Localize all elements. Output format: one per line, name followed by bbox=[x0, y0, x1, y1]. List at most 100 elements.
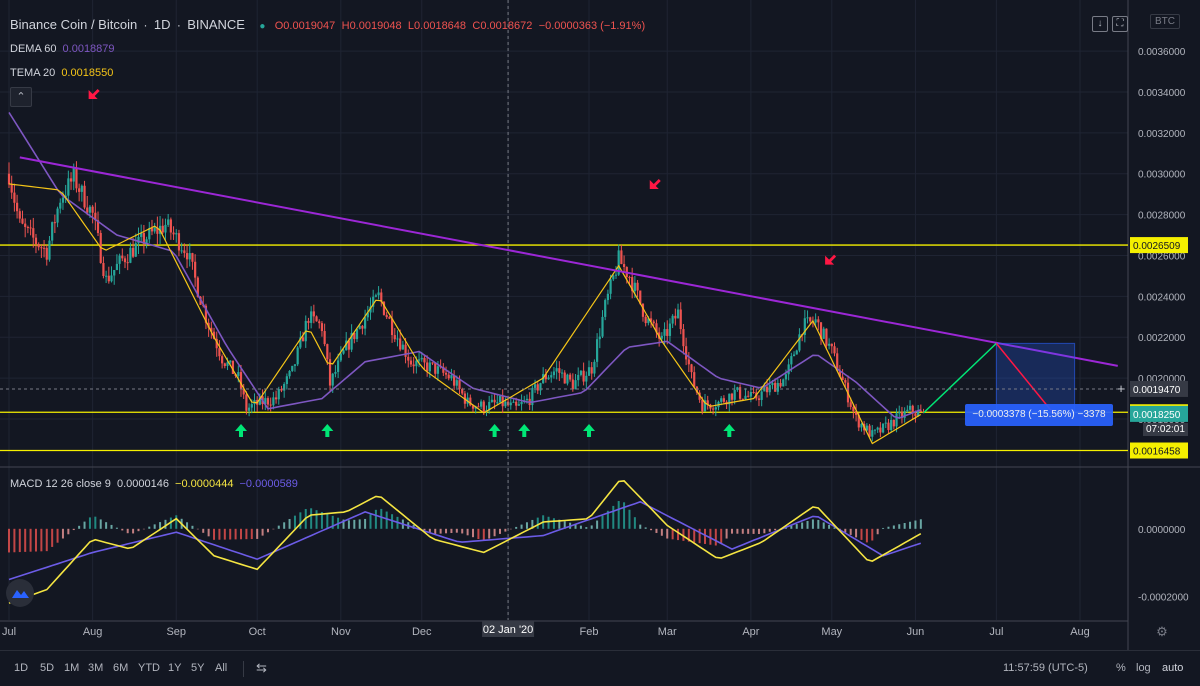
candle-body[interactable] bbox=[148, 228, 151, 240]
candle-body[interactable] bbox=[555, 368, 558, 372]
candle-body[interactable] bbox=[266, 398, 270, 405]
candle-body[interactable] bbox=[690, 364, 693, 373]
candle-body[interactable] bbox=[105, 275, 108, 277]
candle-body[interactable] bbox=[636, 282, 639, 291]
candle-body[interactable] bbox=[423, 357, 426, 363]
projection-up-arrow[interactable] bbox=[923, 342, 997, 414]
candle-body[interactable] bbox=[113, 269, 116, 276]
candle-body[interactable] bbox=[366, 312, 369, 318]
candle-body[interactable] bbox=[274, 397, 278, 400]
candle-body[interactable] bbox=[566, 374, 569, 384]
candle-body[interactable] bbox=[401, 344, 404, 350]
candle-body[interactable] bbox=[80, 185, 83, 192]
candle-body[interactable] bbox=[795, 350, 798, 355]
candle-body[interactable] bbox=[461, 388, 464, 394]
candle-body[interactable] bbox=[69, 178, 73, 182]
candle-body[interactable] bbox=[674, 315, 677, 319]
candle-body[interactable] bbox=[550, 375, 553, 378]
candle-body[interactable] bbox=[285, 376, 288, 385]
candle-body[interactable] bbox=[339, 353, 342, 361]
fullscreen-button[interactable]: ⛶ bbox=[1112, 16, 1128, 32]
candle-body[interactable] bbox=[61, 197, 65, 203]
candle-body[interactable] bbox=[714, 407, 717, 410]
candle-body[interactable] bbox=[377, 292, 380, 296]
candle-body[interactable] bbox=[639, 290, 642, 304]
candle-body[interactable] bbox=[574, 380, 577, 390]
candle-body[interactable] bbox=[404, 344, 407, 357]
candle-body[interactable] bbox=[15, 202, 19, 212]
candle-body[interactable] bbox=[331, 373, 334, 386]
candle-body[interactable] bbox=[496, 402, 499, 404]
candle-body[interactable] bbox=[539, 383, 542, 391]
candle-body[interactable] bbox=[469, 397, 472, 406]
candle-body[interactable] bbox=[744, 395, 747, 400]
currency-badge[interactable]: BTC bbox=[1150, 14, 1180, 29]
candle-body[interactable] bbox=[536, 384, 539, 391]
candle-body[interactable] bbox=[784, 374, 788, 380]
percent-scale-toggle[interactable]: % bbox=[1116, 662, 1126, 674]
candle-body[interactable] bbox=[765, 386, 769, 393]
candle-body[interactable] bbox=[86, 207, 89, 213]
candle-body[interactable] bbox=[447, 374, 450, 379]
candle-body[interactable] bbox=[649, 318, 653, 322]
candle-body[interactable] bbox=[250, 404, 253, 408]
candle-body[interactable] bbox=[188, 253, 191, 260]
candle-body[interactable] bbox=[849, 402, 852, 407]
candle-body[interactable] bbox=[736, 387, 739, 390]
candle-body[interactable] bbox=[728, 393, 731, 405]
candle-body[interactable] bbox=[129, 247, 132, 263]
candle-body[interactable] bbox=[898, 412, 901, 414]
candle-body[interactable] bbox=[914, 413, 917, 417]
candle-body[interactable] bbox=[903, 411, 906, 418]
candle-body[interactable] bbox=[865, 425, 868, 431]
candle-body[interactable] bbox=[137, 236, 140, 244]
candle-body[interactable] bbox=[547, 377, 550, 380]
candle-body[interactable] bbox=[585, 375, 588, 382]
candle-body[interactable] bbox=[614, 274, 618, 276]
candle-body[interactable] bbox=[738, 387, 742, 399]
candle-body[interactable] bbox=[806, 317, 809, 319]
candle-body[interactable] bbox=[150, 228, 154, 232]
candle-body[interactable] bbox=[609, 279, 612, 294]
candle-body[interactable] bbox=[900, 412, 904, 418]
candle-body[interactable] bbox=[296, 347, 299, 365]
timeframe-1y[interactable]: 1Y bbox=[168, 662, 182, 674]
candle-body[interactable] bbox=[42, 247, 46, 249]
candle-body[interactable] bbox=[852, 406, 855, 412]
candle-body[interactable] bbox=[676, 309, 680, 319]
candle-body[interactable] bbox=[399, 338, 402, 350]
candle-body[interactable] bbox=[671, 315, 674, 324]
candle-body[interactable] bbox=[318, 321, 321, 324]
candle-body[interactable] bbox=[504, 401, 507, 407]
candle-body[interactable] bbox=[633, 282, 636, 292]
candle-body[interactable] bbox=[123, 258, 127, 263]
candle-body[interactable] bbox=[887, 422, 890, 431]
candle-body[interactable] bbox=[156, 227, 159, 234]
candle-body[interactable] bbox=[431, 362, 434, 364]
candle-body[interactable] bbox=[569, 374, 572, 380]
candle-body[interactable] bbox=[380, 292, 383, 302]
candle-body[interactable] bbox=[24, 223, 27, 227]
timeframe-1d[interactable]: 1D bbox=[14, 662, 29, 674]
go-to-date-icon[interactable]: ⇆ bbox=[256, 660, 267, 675]
candle-body[interactable] bbox=[131, 247, 135, 257]
collapse-legend-button[interactable]: ⌃ bbox=[10, 87, 32, 107]
candle-body[interactable] bbox=[126, 262, 129, 264]
candle-body[interactable] bbox=[334, 371, 337, 374]
candle-body[interactable] bbox=[34, 237, 38, 245]
candle-body[interactable] bbox=[83, 185, 86, 208]
candle-body[interactable] bbox=[288, 370, 291, 377]
candle-body[interactable] bbox=[488, 401, 491, 411]
candle-body[interactable] bbox=[277, 388, 280, 400]
candle-body[interactable] bbox=[660, 335, 663, 339]
candle-body[interactable] bbox=[779, 383, 782, 387]
dema-line[interactable] bbox=[8, 111, 922, 419]
candle-body[interactable] bbox=[477, 406, 480, 408]
interval-label[interactable]: 1D bbox=[153, 17, 171, 32]
candle-body[interactable] bbox=[51, 222, 54, 241]
candle-body[interactable] bbox=[838, 370, 842, 377]
candle-body[interactable] bbox=[498, 395, 502, 403]
timeframe-ytd[interactable]: YTD bbox=[138, 662, 160, 674]
candle-body[interactable] bbox=[493, 399, 496, 403]
candle-body[interactable] bbox=[687, 359, 690, 365]
